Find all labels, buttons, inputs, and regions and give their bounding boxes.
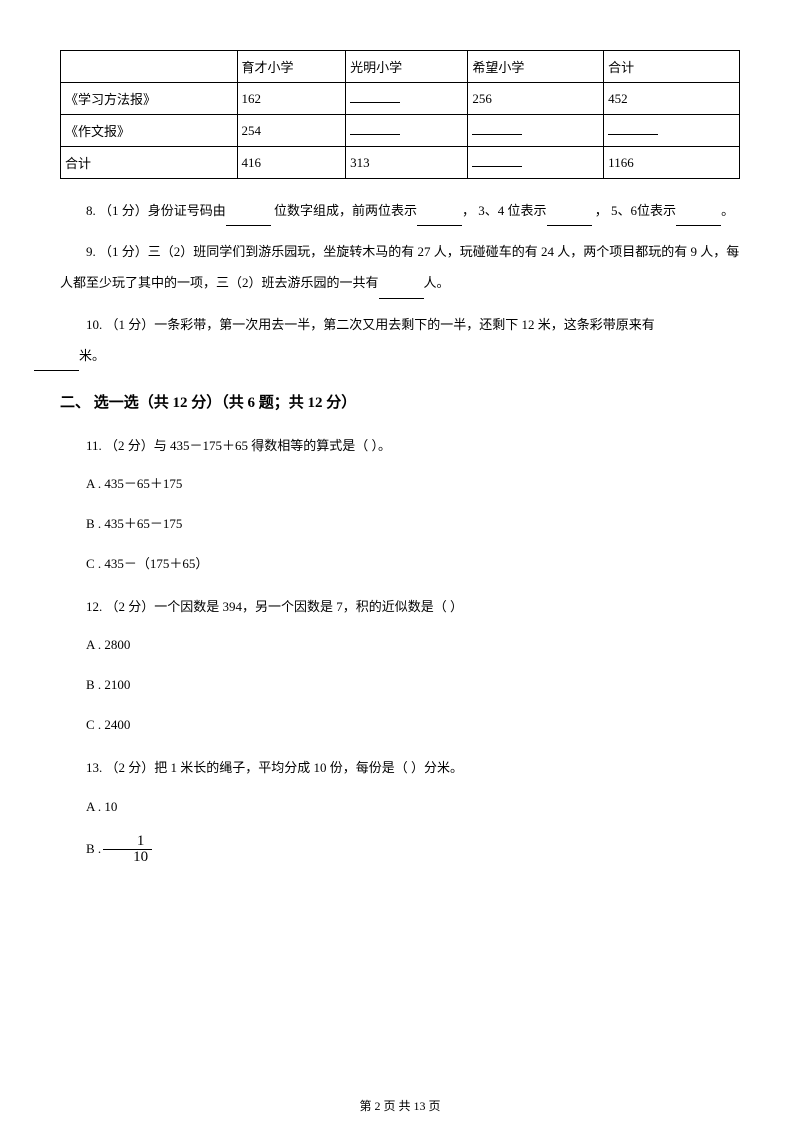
row1-label: 《学习方法报》 [61,83,238,115]
q8-text1: 8. （1 分）身份证号码由 [86,203,226,218]
row2-cell1: 254 [237,115,346,147]
fraction-numerator: 1 [103,834,152,850]
row3-cell4: 1166 [604,147,740,179]
row3-cell3 [468,147,604,179]
row2-label: 《作文报》 [61,115,238,147]
row2-cell4 [604,115,740,147]
row1-cell4: 452 [604,83,740,115]
row3-cell2: 313 [346,147,468,179]
table-row: 《作文报》 254 [61,115,740,147]
question-10: 10. （1 分）一条彩带，第一次用去一半，第二次又用去剩下的一半，还剩下 12… [60,309,740,371]
header-col1: 育才小学 [237,51,346,83]
q8-text4: ， 5、6位表示 [592,203,677,218]
table-row: 合计 416 313 1166 [61,147,740,179]
question-8: 8. （1 分）身份证号码由 位数字组成，前两位表示 ， 3、4 位表示 ， 5、… [60,195,740,226]
question-9: 9. （1 分）三（2）班同学们到游乐园玩，坐旋转木马的有 27 人，玩碰碰车的… [60,236,740,298]
header-blank [61,51,238,83]
page-footer: 第 2 页 共 13 页 [0,1097,800,1114]
q8-text5: 。 [721,203,734,218]
fraction-denominator: 10 [103,850,152,865]
row1-cell3: 256 [468,83,604,115]
section-2-title: 二、 选一选（共 12 分）（共 6 题；共 12 分） [60,391,740,412]
q13-option-b: B . 1 10 [60,834,740,865]
q12-option-b: B . 2100 [60,672,740,698]
q8-text3: ， 3、4 位表示 [462,203,547,218]
table-row: 《学习方法报》 162 256 452 [61,83,740,115]
table-header-row: 育才小学 光明小学 希望小学 合计 [61,51,740,83]
row1-cell2 [346,83,468,115]
question-12: 12. （2 分）一个因数是 394，另一个因数是 7，积的近似数是（ ） [60,591,740,622]
q10-text1: 10. （1 分）一条彩带，第一次用去一半，第二次又用去剩下的一半，还剩下 12… [86,317,655,332]
q9-text2: 人。 [424,275,450,290]
question-13: 13. （2 分）把 1 米长的绳子，平均分成 10 份，每份是（ ）分米。 [60,752,740,783]
fraction-icon: 1 10 [103,834,152,865]
q10-text2: 米。 [79,348,105,363]
question-11: 11. （2 分）与 435－175＋65 得数相等的算式是（ ）。 [60,430,740,461]
q12-option-a: A . 2800 [60,632,740,658]
row1-cell1: 162 [237,83,346,115]
header-col2: 光明小学 [346,51,468,83]
q13-option-a: A . 10 [60,794,740,820]
q9-text1: 9. （1 分）三（2）班同学们到游乐园玩，坐旋转木马的有 27 人，玩碰碰车的… [60,244,739,290]
data-table: 育才小学 光明小学 希望小学 合计 《学习方法报》 162 256 452 《作… [60,50,740,179]
row2-cell2 [346,115,468,147]
header-col3: 希望小学 [468,51,604,83]
row3-cell1: 416 [237,147,346,179]
q8-text2: 位数字组成，前两位表示 [271,203,417,218]
q11-option-b: B . 435＋65－175 [60,511,740,537]
q13-b-prefix: B . [60,841,101,857]
row3-label: 合计 [61,147,238,179]
q11-option-a: A . 435－65＋175 [60,471,740,497]
header-col4: 合计 [604,51,740,83]
row2-cell3 [468,115,604,147]
q12-option-c: C . 2400 [60,712,740,738]
q11-option-c: C . 435－（175＋65） [60,551,740,577]
